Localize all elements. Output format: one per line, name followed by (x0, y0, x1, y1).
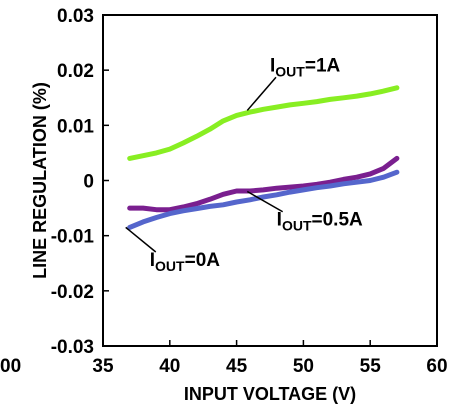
x-tick-label: 45 (226, 356, 248, 377)
y-tick-label: -0.01 (51, 227, 95, 248)
x-tick-label: 50 (293, 356, 314, 377)
y-tick-label: -0.03 (51, 337, 94, 358)
x-tick-label: 55 (360, 356, 382, 377)
x-axis-title: INPUT VOLTAGE (V) (184, 384, 356, 404)
series-annotation: IOUT=1A (270, 55, 341, 79)
x-tick-label: 35 (92, 356, 114, 377)
annotation-backdrop (274, 209, 366, 234)
y-tick-label: 0.02 (57, 61, 94, 82)
plot-frame (102, 14, 438, 347)
annotation-backdrop (147, 250, 223, 275)
x-tick-label: 40 (159, 356, 180, 377)
y-tick-label: 0.01 (57, 116, 94, 137)
series-line (127, 169, 400, 230)
series-line (127, 85, 400, 161)
series-annotation: IOUT=0.5A (277, 210, 363, 234)
y-axis-title: LINE REGULATION (%) (30, 82, 50, 279)
annotation-layer: IOUT=1A IOUT=0.5A IOUT=0A (125, 55, 366, 275)
annotation-leader (246, 190, 284, 213)
annotation-leader (246, 76, 277, 111)
annotation-leader (125, 226, 157, 253)
y-tick-label: -0.02 (51, 282, 94, 303)
y-tick-label: 0 (83, 172, 94, 193)
series-line (127, 155, 400, 213)
series-annotation: IOUT=0A (150, 250, 221, 274)
cropped-tick-label: 00 (0, 356, 21, 377)
annotation-backdrop (268, 55, 343, 80)
x-tick-label: 60 (426, 356, 447, 377)
y-tick-label: 0.03 (57, 6, 94, 27)
series-layer (127, 85, 400, 230)
